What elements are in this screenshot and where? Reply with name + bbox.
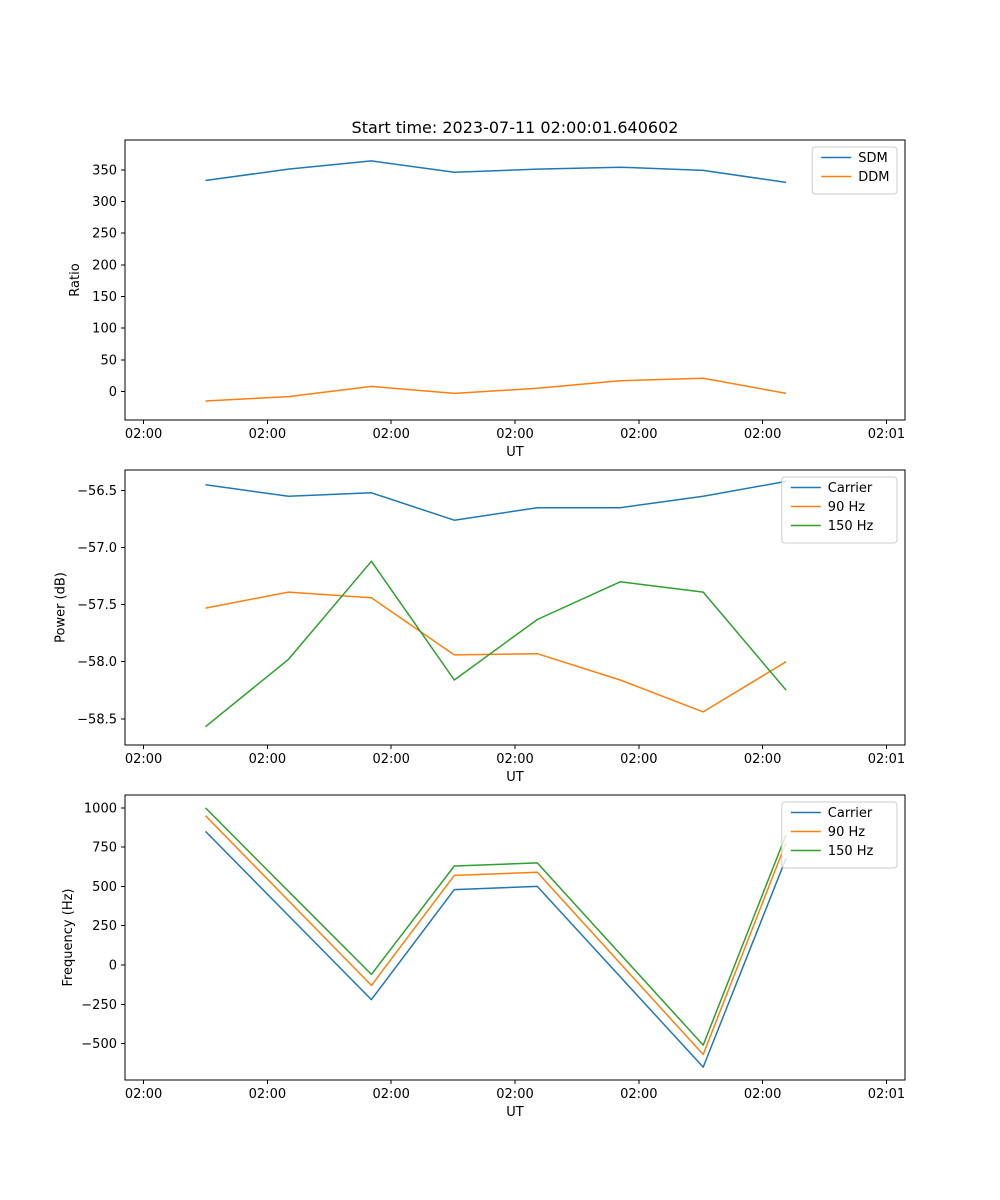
y-tick-label: 0 <box>109 958 117 973</box>
axes-frame <box>124 139 906 421</box>
x-tick-label: 02:00 <box>372 427 409 442</box>
x-tick-label: 02:00 <box>620 752 657 767</box>
y-tick-label: 350 <box>92 163 117 178</box>
figure-title: Start time: 2023-07-11 02:00:01.640602 <box>352 118 679 137</box>
series-line-ddm <box>205 377 787 402</box>
legend-label: 150 Hz <box>828 844 874 859</box>
legend-label: Carrier <box>828 806 873 821</box>
x-tick-label: 02:00 <box>249 752 286 767</box>
y-tick-label: 750 <box>92 841 117 856</box>
series-line-150-hz <box>205 560 787 728</box>
y-tick-label: −57.5 <box>77 598 117 613</box>
x-tick-label: 02:00 <box>620 427 657 442</box>
legend-label: DDM <box>858 170 889 185</box>
x-axis-label: UT <box>506 445 524 460</box>
axes-frame <box>124 469 906 746</box>
x-tick-label: 02:00 <box>744 427 781 442</box>
legend: Carrier 90 Hz 150 Hz <box>781 476 898 544</box>
y-tick-label: 100 <box>92 322 117 337</box>
x-tick-label: 02:00 <box>372 752 409 767</box>
legend-box <box>781 476 898 544</box>
series-line-carrier <box>204 830 787 1068</box>
series-line-90-hz <box>205 591 787 713</box>
y-axis-label: Frequency (Hz) <box>61 888 76 986</box>
series-line-90-hz <box>204 815 787 1056</box>
charts-group: 0 50 100 150 200 250 300 350 02:00 02:00 02:00 02:0… <box>54 139 906 1120</box>
legend: SDM DDM <box>811 146 898 195</box>
legend-box <box>811 146 898 195</box>
y-tick-label: 300 <box>92 195 117 210</box>
y-tick-label: −58.0 <box>77 655 117 670</box>
y-tick-label: 1000 <box>84 801 117 816</box>
legend-label: 90 Hz <box>828 825 865 840</box>
x-tick-label: 02:01 <box>868 752 905 767</box>
legend-box <box>781 801 898 869</box>
y-tick-label: −58.5 <box>77 712 117 727</box>
y-tick-label: 0 <box>109 385 117 400</box>
x-tick-label: 02:00 <box>372 1087 409 1102</box>
x-tick-label: 02:00 <box>496 752 533 767</box>
y-tick-label: 150 <box>92 290 117 305</box>
y-tick-label: 50 <box>100 353 117 368</box>
legend-label: 150 Hz <box>828 519 874 534</box>
x-tick-label: 02:00 <box>496 1087 533 1102</box>
series-line-carrier <box>205 480 787 521</box>
x-tick-label: 02:00 <box>125 427 162 442</box>
legend: Carrier 90 Hz 150 Hz <box>781 801 898 869</box>
x-tick-label: 02:00 <box>125 1087 162 1102</box>
x-tick-label: 02:01 <box>868 1087 905 1102</box>
ratio-chart: 0 50 100 150 200 250 300 350 02:00 02:00 02:00 02:0… <box>68 139 906 460</box>
y-tick-label: −56.5 <box>77 484 117 499</box>
y-tick-label: 200 <box>92 258 117 273</box>
series-line-sdm <box>205 160 787 184</box>
y-tick-label: −500 <box>81 1037 117 1052</box>
x-tick-label: 02:00 <box>744 1087 781 1102</box>
x-tick-label: 02:00 <box>496 427 533 442</box>
x-axis-label: UT <box>506 1105 524 1120</box>
y-axis-label: Ratio <box>68 263 83 296</box>
series-line-150-hz <box>204 807 787 1046</box>
axes-frame <box>124 794 906 1081</box>
x-tick-label: 02:00 <box>125 752 162 767</box>
x-tick-label: 02:00 <box>249 1087 286 1102</box>
legend-label: Carrier <box>828 481 873 496</box>
y-tick-label: −250 <box>81 998 117 1013</box>
x-tick-label: 02:01 <box>868 427 905 442</box>
x-tick-label: 02:00 <box>744 752 781 767</box>
x-tick-label: 02:00 <box>620 1087 657 1102</box>
y-tick-label: −57.0 <box>77 541 117 556</box>
legend-label: 90 Hz <box>828 500 865 515</box>
y-tick-label: 250 <box>92 919 117 934</box>
y-axis-label: Power (dB) <box>54 572 69 643</box>
x-tick-label: 02:00 <box>249 427 286 442</box>
y-tick-label: 500 <box>92 880 117 895</box>
frequency-chart: −500 −250 0 250 500 750 1000 02:00 02:00 02:00 02:… <box>61 794 906 1120</box>
power-chart: −58.5 −58.0 −57.5 −57.0 −56.5 02:00 02:00 02:00… <box>54 469 906 785</box>
y-tick-label: 250 <box>92 227 117 242</box>
x-axis-label: UT <box>506 770 524 785</box>
legend-label: SDM <box>858 151 887 166</box>
